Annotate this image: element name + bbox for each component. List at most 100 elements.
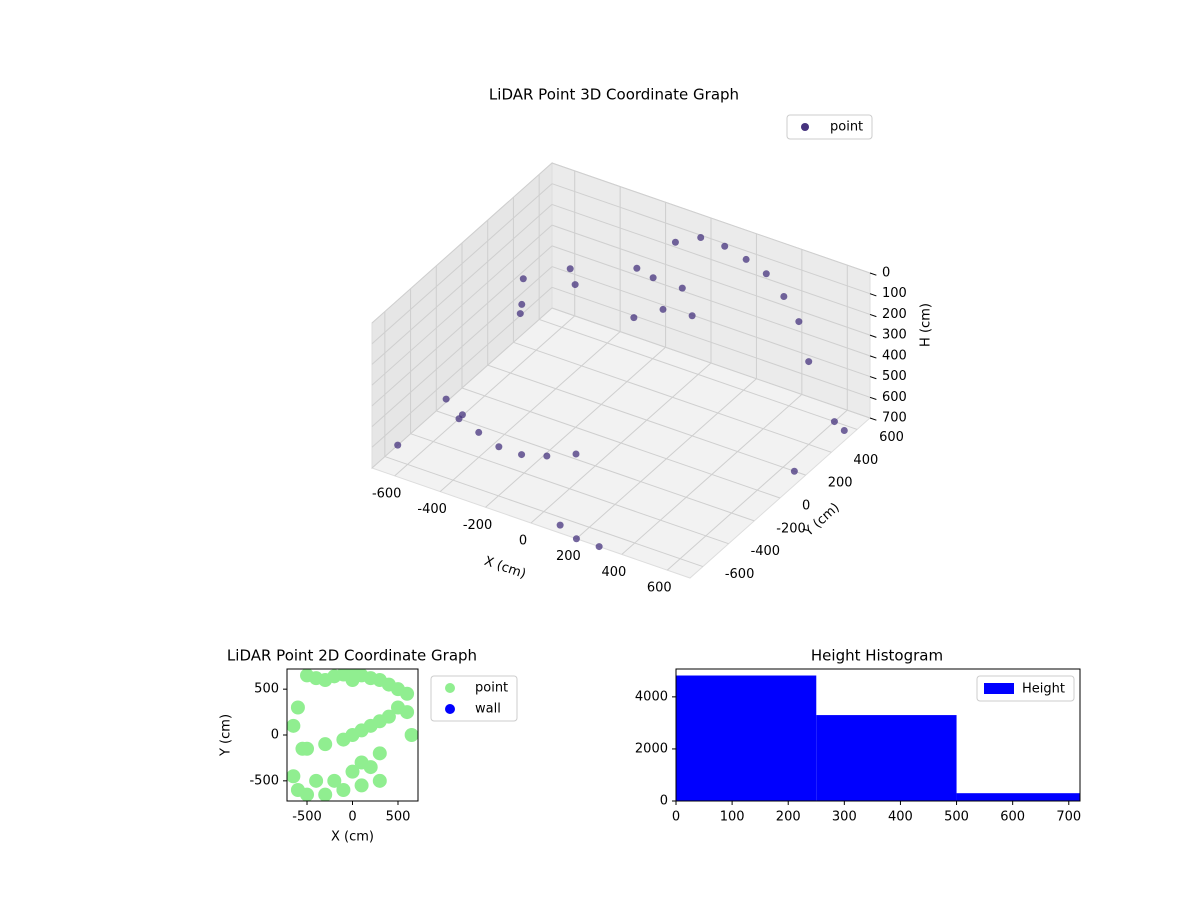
point	[318, 737, 333, 752]
z-axis-label: H (cm)	[919, 303, 934, 347]
grid-line	[487, 364, 806, 476]
x-tick-label: 500	[944, 810, 969, 825]
point	[290, 700, 305, 715]
x-tick-label: -500	[292, 810, 322, 825]
grid-line	[551, 224, 871, 336]
point	[495, 443, 503, 451]
point	[780, 293, 788, 300]
y-tick-label: -600	[725, 567, 755, 582]
grid-line	[410, 433, 729, 545]
grid-line	[371, 183, 553, 345]
y-tick-label: 2000	[635, 741, 668, 756]
point	[805, 358, 813, 366]
point	[556, 521, 564, 529]
y-tick-label: 500	[254, 682, 279, 697]
grid-line	[551, 203, 871, 315]
x-tick-label: -400	[417, 502, 447, 517]
grid-line	[551, 307, 871, 419]
point	[688, 312, 696, 320]
legend-label: point	[475, 681, 508, 696]
point	[287, 718, 301, 733]
grid-line	[371, 204, 553, 365]
legend-marker	[445, 683, 455, 693]
z-tick-label: 300	[882, 328, 907, 343]
tick-mark	[869, 272, 877, 276]
tick-mark	[869, 417, 877, 421]
point	[649, 274, 657, 282]
legend-marker	[445, 704, 455, 714]
plot-area	[287, 669, 418, 801]
point	[287, 769, 301, 784]
tick-mark	[869, 334, 877, 338]
point	[659, 305, 667, 313]
x-tick-label: 200	[556, 549, 581, 564]
plot-area	[676, 675, 1080, 801]
point	[327, 773, 342, 788]
x-tick-label: 600	[647, 581, 672, 596]
point	[790, 467, 798, 475]
point	[633, 264, 641, 272]
y-tick-label: -500	[249, 773, 279, 788]
y-tick-label: -200	[776, 521, 806, 536]
tick-mark	[869, 313, 877, 318]
chart-title: LiDAR Point 3D Coordinate Graph	[489, 86, 739, 104]
point	[571, 281, 579, 289]
point	[390, 700, 405, 715]
point	[721, 242, 729, 250]
x-axis-label: X (cm)	[331, 830, 374, 845]
point	[475, 428, 483, 436]
point	[566, 265, 574, 273]
z-tick-label: 100	[882, 286, 907, 301]
axes-frame	[675, 668, 1081, 802]
point	[300, 787, 315, 801]
grid-line	[371, 162, 553, 324]
point	[671, 238, 679, 246]
point	[363, 760, 378, 775]
point	[678, 284, 686, 292]
grid-line	[371, 307, 553, 469]
y-axis-label: Y (cm)	[219, 714, 234, 757]
point	[830, 418, 838, 426]
grid-line	[551, 266, 871, 378]
grid-line	[371, 245, 553, 407]
point	[595, 543, 603, 551]
legend-marker	[984, 683, 1014, 694]
point	[697, 234, 705, 241]
point	[318, 787, 333, 801]
z-tick-label: 700	[882, 411, 907, 426]
legend-marker	[801, 123, 809, 131]
grid-line	[551, 286, 871, 398]
point	[630, 314, 638, 322]
chart-title: LiDAR Point 2D Coordinate Graph	[227, 647, 477, 665]
bar	[816, 715, 957, 801]
grid-line	[436, 410, 755, 522]
point	[455, 415, 463, 423]
tick-mark	[869, 355, 877, 359]
legend-label: Height	[1022, 682, 1065, 697]
x-tick-label: 0	[519, 534, 527, 549]
point	[354, 778, 369, 793]
point	[381, 709, 396, 724]
y-tick-label: 600	[879, 430, 904, 445]
point	[400, 686, 415, 701]
y-tick-label: 200	[828, 476, 853, 491]
grid-line	[513, 341, 832, 453]
z-tick-label: 0	[882, 266, 890, 281]
point	[300, 741, 315, 756]
point	[372, 746, 387, 761]
point	[762, 270, 770, 278]
legend-label: point	[830, 120, 863, 135]
point	[336, 783, 351, 797]
grid-line	[384, 456, 704, 568]
point	[518, 451, 526, 459]
tick-mark	[869, 376, 877, 380]
x-tick-label: 300	[832, 810, 857, 825]
y-tick-label: 400	[853, 453, 878, 468]
y-tick-label: -400	[751, 544, 781, 559]
y-tick-label: 0	[271, 728, 279, 743]
x-tick-label: -200	[463, 518, 493, 533]
point	[519, 275, 527, 283]
tick-mark	[869, 396, 877, 400]
x-tick-label: 0	[348, 810, 356, 825]
